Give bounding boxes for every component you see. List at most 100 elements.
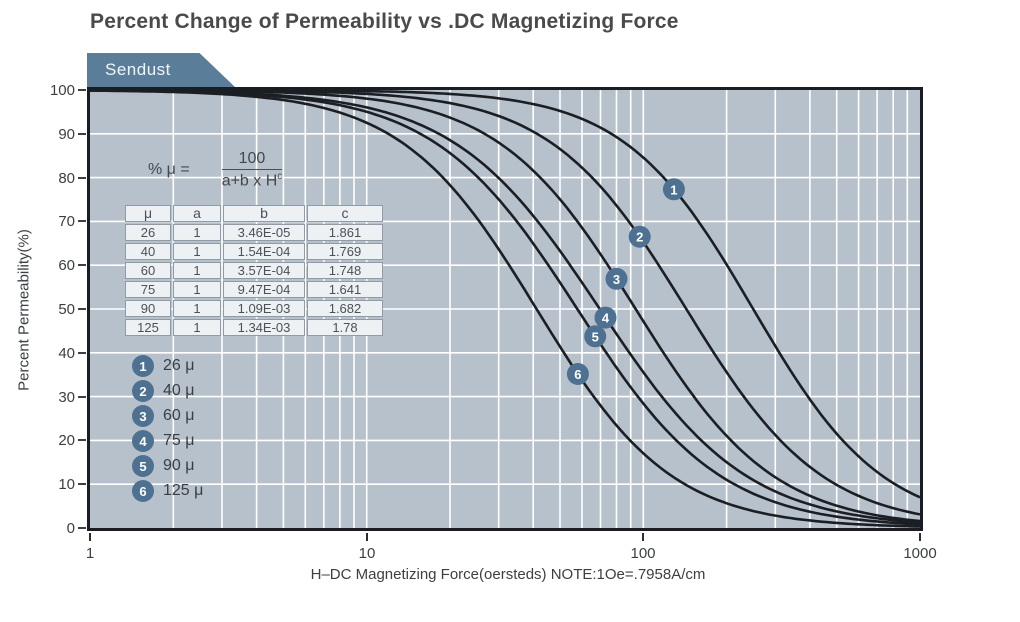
curve-marker-badge xyxy=(662,178,685,201)
tick-mark xyxy=(78,89,86,91)
cell-a: 1 xyxy=(173,319,221,336)
curve-marker-badge xyxy=(584,325,607,348)
formula-exponent: c xyxy=(277,171,283,182)
y-tick-label: 60 xyxy=(58,256,75,274)
tick-mark xyxy=(919,533,921,541)
cell-c: 1.682 xyxy=(307,300,383,317)
cell-mu: 40 xyxy=(125,243,171,260)
y-axis-tick: 0 xyxy=(0,518,86,538)
tick-mark xyxy=(78,396,86,398)
formula-denominator: a+b x Hc xyxy=(222,170,283,190)
column-header-mu: μ xyxy=(125,205,171,222)
legend-item: 2 40 μ xyxy=(132,380,203,402)
tick-mark xyxy=(642,533,644,541)
cell-mu: 26 xyxy=(125,224,171,241)
table-row: 40 1 1.54E-04 1.769 xyxy=(125,243,383,260)
column-header-c: c xyxy=(307,205,383,222)
y-axis-tick: 20 xyxy=(0,430,86,450)
cell-a: 1 xyxy=(173,243,221,260)
tick-mark xyxy=(78,308,86,310)
tick-mark xyxy=(78,439,86,441)
series-marker-badge: 1 xyxy=(132,355,154,377)
x-tick-label: 1 xyxy=(85,545,95,562)
formula-numerator: 100 xyxy=(221,150,283,170)
legend-label: 90 μ xyxy=(163,457,195,474)
tick-mark xyxy=(78,133,86,135)
x-tick-label: 100 xyxy=(630,545,656,562)
y-axis-tick: 10 xyxy=(0,474,86,494)
table-row: 75 1 9.47E-04 1.641 xyxy=(125,281,383,298)
legend-label: 60 μ xyxy=(163,407,195,424)
legend-item: 6 125 μ xyxy=(132,480,203,502)
legend-item: 1 26 μ xyxy=(132,355,203,377)
cell-a: 1 xyxy=(173,224,221,241)
cell-c: 1.769 xyxy=(307,243,383,260)
y-axis-title: Percent Permeability(%) xyxy=(15,229,33,391)
y-axis-tick: 90 xyxy=(0,124,86,144)
tick-mark xyxy=(78,220,86,222)
legend-label: 26 μ xyxy=(163,357,195,374)
y-tick-label: 30 xyxy=(58,388,75,406)
cell-b: 3.57E-04 xyxy=(223,262,305,279)
tick-mark xyxy=(78,527,86,529)
legend-item: 5 90 μ xyxy=(132,455,203,477)
series-marker-badge: 2 xyxy=(132,380,154,402)
y-axis-tick: 80 xyxy=(0,168,86,188)
column-header-b: b xyxy=(223,205,305,222)
legend-label: 40 μ xyxy=(163,382,195,399)
cell-b: 1.54E-04 xyxy=(223,243,305,260)
curve-marker-badge xyxy=(605,267,628,290)
material-tab-label: Sendust xyxy=(105,60,171,79)
y-tick-label: 50 xyxy=(58,300,75,318)
permeability-formula: % μ = 100 a+b x Hc xyxy=(148,150,283,190)
x-tick-label: 10 xyxy=(358,545,376,562)
curve-marker-badge xyxy=(628,225,651,248)
cell-c: 1.861 xyxy=(307,224,383,241)
cell-c: 1.641 xyxy=(307,281,383,298)
curve-marker-number: 2 xyxy=(636,230,643,245)
y-axis-tick: 30 xyxy=(0,387,86,407)
y-tick-label: 90 xyxy=(58,125,75,143)
legend-item: 3 60 μ xyxy=(132,405,203,427)
parameter-table: μ a b c 26 1 3.46E-05 1.861 40 1 1.54E-0… xyxy=(123,203,385,338)
y-tick-label: 40 xyxy=(58,344,75,362)
curve-6 xyxy=(90,90,920,528)
tick-mark xyxy=(78,483,86,485)
curve-marker-badge xyxy=(594,306,617,329)
cell-a: 1 xyxy=(173,300,221,317)
series-marker-badge: 4 xyxy=(132,430,154,452)
cell-mu: 90 xyxy=(125,300,171,317)
cell-a: 1 xyxy=(173,262,221,279)
y-tick-label: 20 xyxy=(58,431,75,449)
y-axis-tick: 60 xyxy=(0,255,86,275)
x-tick-label: 1000 xyxy=(903,545,937,562)
y-axis-tick: 50 xyxy=(0,299,86,319)
table-row: 60 1 3.57E-04 1.748 xyxy=(125,262,383,279)
formula-lhs: % μ = xyxy=(148,161,190,179)
tick-mark xyxy=(78,352,86,354)
y-axis-tick: 70 xyxy=(0,211,86,231)
formula-denominator-base: a+b x H xyxy=(221,172,278,190)
table-row: 90 1 1.09E-03 1.682 xyxy=(125,300,383,317)
cell-a: 1 xyxy=(173,281,221,298)
curve-marker-number: 1 xyxy=(670,182,677,197)
tick-mark xyxy=(89,533,91,541)
cell-b: 1.09E-03 xyxy=(223,300,305,317)
curve-3 xyxy=(90,90,920,523)
cell-mu: 75 xyxy=(125,281,171,298)
cell-c: 1.748 xyxy=(307,262,383,279)
y-axis-tick: 40 xyxy=(0,343,86,363)
x-axis-title: H–DC Magnetizing Force(oersteds) NOTE:1O… xyxy=(310,566,706,583)
legend-item: 4 75 μ xyxy=(132,430,203,452)
cell-mu: 60 xyxy=(125,262,171,279)
tick-mark xyxy=(366,533,368,541)
cell-b: 3.46E-05 xyxy=(223,224,305,241)
curve-marker-number: 5 xyxy=(592,329,599,344)
cell-mu: 125 xyxy=(125,319,171,336)
curve-marker-number: 4 xyxy=(602,311,610,326)
tick-mark xyxy=(78,177,86,179)
y-tick-label: 0 xyxy=(66,519,75,537)
tick-mark xyxy=(78,264,86,266)
